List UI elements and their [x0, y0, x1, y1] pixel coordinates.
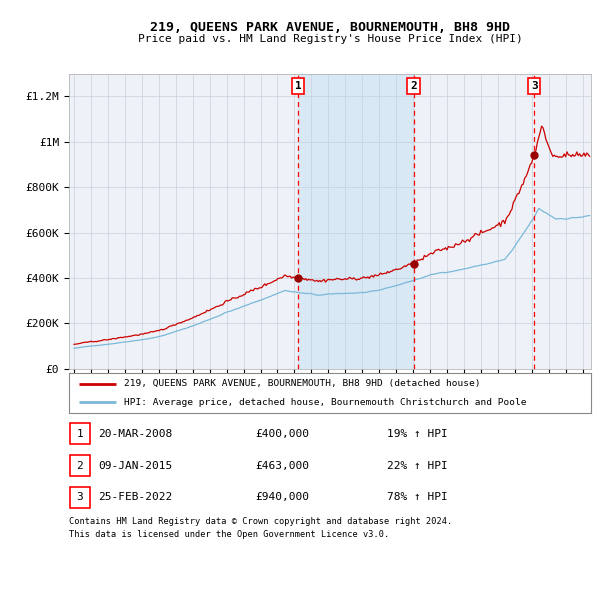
Text: HPI: Average price, detached house, Bournemouth Christchurch and Poole: HPI: Average price, detached house, Bour… [124, 398, 526, 407]
Text: 2: 2 [76, 461, 83, 470]
Text: 25-FEB-2022: 25-FEB-2022 [98, 493, 172, 502]
Text: 09-JAN-2015: 09-JAN-2015 [98, 461, 172, 470]
Text: This data is licensed under the Open Government Licence v3.0.: This data is licensed under the Open Gov… [69, 530, 389, 539]
Text: 3: 3 [76, 493, 83, 502]
Text: £463,000: £463,000 [255, 461, 309, 470]
Text: 3: 3 [531, 81, 538, 91]
Text: 2: 2 [410, 81, 417, 91]
Text: 219, QUEENS PARK AVENUE, BOURNEMOUTH, BH8 9HD: 219, QUEENS PARK AVENUE, BOURNEMOUTH, BH… [150, 21, 510, 34]
Text: 1: 1 [295, 81, 302, 91]
Text: £400,000: £400,000 [255, 429, 309, 438]
Text: 1: 1 [76, 429, 83, 438]
Text: Price paid vs. HM Land Registry's House Price Index (HPI): Price paid vs. HM Land Registry's House … [137, 34, 523, 44]
Bar [298, 74, 413, 369]
Text: 22% ↑ HPI: 22% ↑ HPI [387, 461, 448, 470]
Text: 19% ↑ HPI: 19% ↑ HPI [387, 429, 448, 438]
Text: Contains HM Land Registry data © Crown copyright and database right 2024.: Contains HM Land Registry data © Crown c… [69, 517, 452, 526]
Text: 219, QUEENS PARK AVENUE, BOURNEMOUTH, BH8 9HD (detached house): 219, QUEENS PARK AVENUE, BOURNEMOUTH, BH… [124, 379, 481, 388]
Text: £940,000: £940,000 [255, 493, 309, 502]
Text: 78% ↑ HPI: 78% ↑ HPI [387, 493, 448, 502]
Text: 20-MAR-2008: 20-MAR-2008 [98, 429, 172, 438]
